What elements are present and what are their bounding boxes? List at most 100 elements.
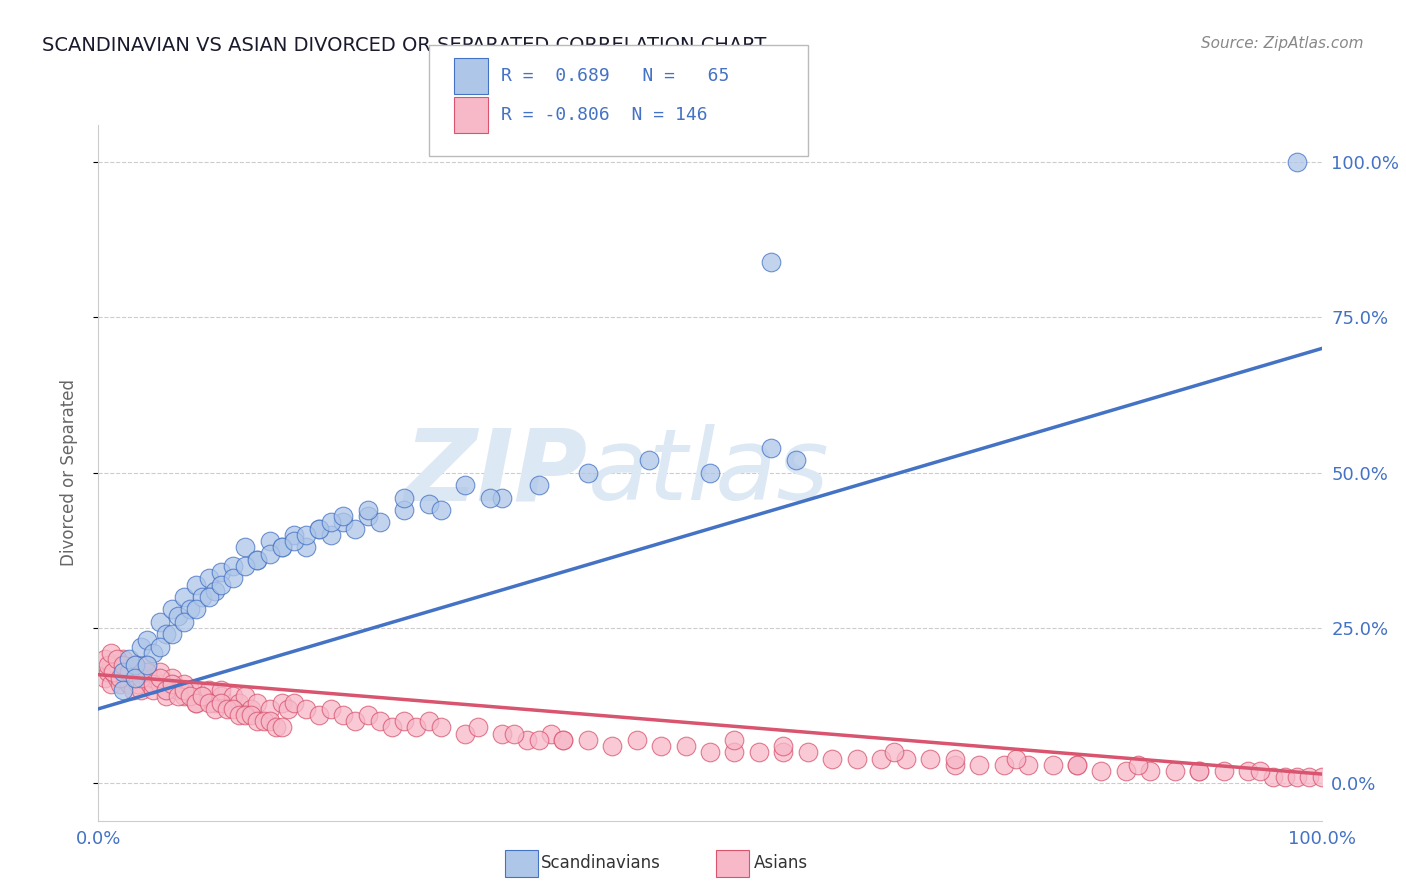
Point [118, 665, 141, 679]
Point [129, 683, 152, 698]
Point [209, 683, 232, 698]
Point [142, 683, 165, 698]
Point [173, 677, 195, 691]
Point [100, 677, 122, 691]
Point [699, 745, 721, 759]
Point [186, 683, 208, 698]
Text: Source: ZipAtlas.com: Source: ZipAtlas.com [1201, 36, 1364, 51]
Point [233, 690, 256, 704]
Point [883, 745, 905, 759]
Point [93, 671, 115, 685]
Point [270, 721, 294, 735]
Point [356, 509, 378, 524]
Point [149, 640, 172, 654]
Point [110, 677, 132, 691]
Point [121, 683, 143, 698]
Point [723, 745, 745, 759]
Text: Asians: Asians [754, 855, 807, 872]
Point [1310, 770, 1333, 784]
Point [943, 757, 966, 772]
Point [246, 714, 269, 729]
Point [110, 671, 132, 685]
Point [222, 690, 245, 704]
Point [1115, 764, 1137, 778]
Point [723, 732, 745, 747]
Text: atlas: atlas [588, 425, 830, 521]
Point [129, 665, 152, 679]
Point [332, 509, 354, 524]
Point [491, 726, 513, 740]
Point [576, 732, 599, 747]
Point [101, 665, 124, 679]
Point [204, 696, 226, 710]
Point [209, 577, 232, 591]
Point [186, 696, 208, 710]
Point [1286, 155, 1309, 169]
Point [454, 478, 477, 492]
Point [233, 708, 256, 723]
Point [179, 683, 201, 698]
Point [553, 732, 575, 747]
Point [430, 503, 453, 517]
Point [155, 690, 177, 704]
Point [1042, 757, 1064, 772]
Point [167, 683, 190, 698]
Point [553, 732, 575, 747]
Point [638, 453, 661, 467]
Point [270, 541, 294, 555]
Point [308, 522, 330, 536]
Point [142, 646, 165, 660]
Point [186, 602, 208, 616]
Point [124, 671, 146, 685]
Text: Scandinavians: Scandinavians [541, 855, 661, 872]
Point [308, 708, 330, 723]
Point [111, 683, 134, 698]
Point [1090, 764, 1112, 778]
Point [186, 577, 208, 591]
Point [124, 658, 146, 673]
Point [761, 254, 783, 268]
Point [626, 732, 648, 747]
Point [111, 658, 134, 673]
Point [1066, 757, 1088, 772]
Point [368, 714, 391, 729]
Point [785, 453, 807, 467]
Point [105, 652, 128, 666]
Point [191, 690, 214, 704]
Point [240, 708, 263, 723]
Point [136, 658, 159, 673]
Text: R =  0.689   N =   65: R = 0.689 N = 65 [501, 67, 728, 85]
Point [191, 590, 214, 604]
Point [259, 547, 281, 561]
Point [1249, 764, 1271, 778]
Point [748, 745, 770, 759]
Point [1286, 770, 1309, 784]
Y-axis label: Divorced or Separated: Divorced or Separated [59, 379, 77, 566]
Point [920, 751, 942, 765]
Point [149, 677, 172, 691]
Point [149, 665, 172, 679]
Point [332, 516, 354, 530]
Point [105, 671, 128, 685]
Point [142, 671, 165, 685]
Point [246, 552, 269, 567]
Point [118, 677, 141, 691]
Point [295, 541, 318, 555]
Point [277, 702, 299, 716]
Point [233, 558, 256, 573]
Point [392, 714, 416, 729]
Point [155, 627, 177, 641]
Point [222, 558, 245, 573]
Point [209, 690, 232, 704]
Point [344, 522, 367, 536]
Point [1017, 757, 1039, 772]
Point [1274, 770, 1296, 784]
Point [259, 702, 281, 716]
Point [124, 658, 146, 673]
Point [797, 745, 820, 759]
Point [381, 721, 404, 735]
Point [503, 726, 526, 740]
Point [1188, 764, 1211, 778]
Point [118, 665, 141, 679]
Point [1128, 757, 1150, 772]
